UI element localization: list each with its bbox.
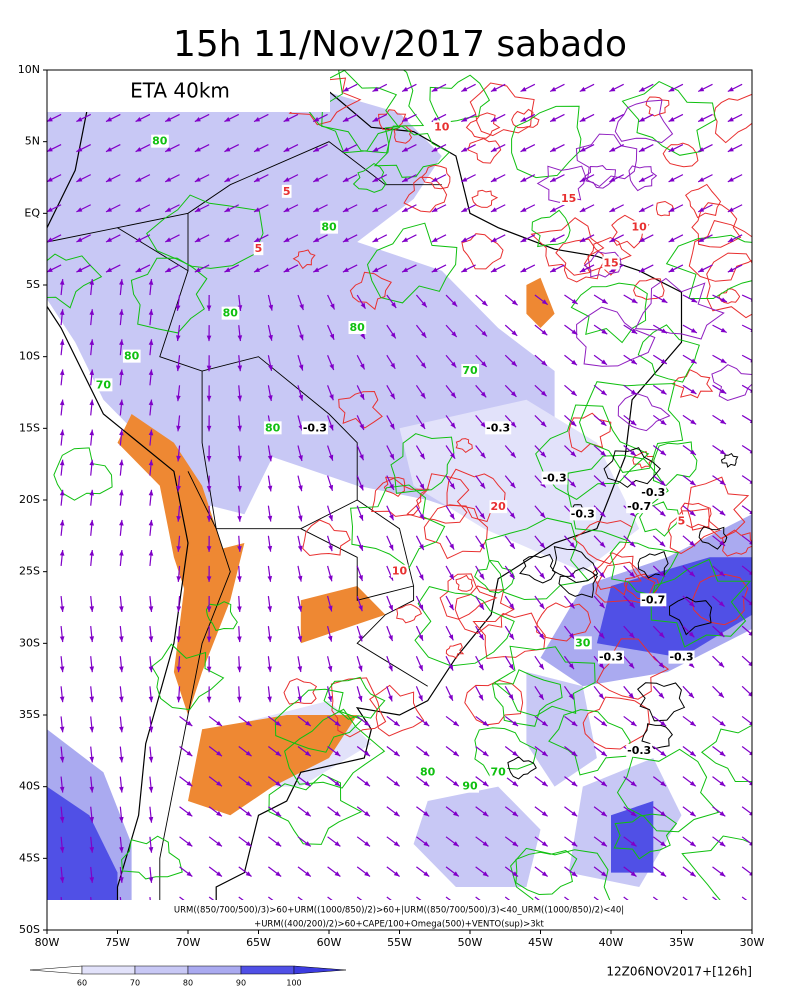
contour-label: 80 [265,421,281,434]
contour-label: 70 [491,765,507,778]
contour-label: 10 [434,120,450,133]
map-title: 15h 11/Nov/2017 sabado [173,24,627,65]
contour-label: -0.3 [599,651,623,664]
colorbar-label: 60 [77,979,87,988]
lon-label: 35W [669,936,694,949]
contour-label: -0.3 [486,421,510,434]
contour-label: -0.3 [641,486,665,499]
contour-label: 80 [223,307,239,320]
lat-label: 25S [19,565,40,578]
lon-label: 50W [458,936,483,949]
lat-label: 10N [18,63,40,76]
contour-label: 5 [283,185,291,198]
contour-label: 80 [152,135,168,148]
contour-label: 5 [255,242,263,255]
contour-label: 80 [124,350,140,363]
formula-line: URM((850/700/500)/3)>60+URM((1000/850)/2… [174,906,624,916]
lon-label: 40W [599,936,624,949]
contour-label: 20 [491,500,507,513]
contour-label: -0.7 [627,500,651,513]
lon-label: 75W [105,936,130,949]
lat-label: 30S [19,636,40,649]
lat-label: 40S [19,780,40,793]
contour-label: -0.3 [543,471,567,484]
lat-label: 20S [19,493,40,506]
contour-label: -0.7 [641,593,665,606]
lon-label: 70W [176,936,201,949]
run-label: 12Z06NOV2017+[126h] [606,965,752,979]
colorbar-segment [135,966,188,974]
colorbar-label: 100 [286,979,301,988]
lon-label: 45W [528,936,553,949]
contour-label: 70 [462,364,478,377]
lat-label: 10S [19,350,40,363]
contour-label: -0.3 [627,744,651,757]
lat-label: 35S [19,708,40,721]
contour-label: 15 [603,256,618,269]
contour-label: 80 [350,321,366,334]
colorbar-segment [241,966,294,974]
lat-label: 5N [25,135,40,148]
contour-label: 80 [420,765,436,778]
contour-label: 5 [678,514,686,527]
colorbar-label: 80 [183,979,193,988]
colorbar-segment [82,966,135,974]
contour-label: 10 [632,221,648,234]
lon-label: 60W [317,936,342,949]
contour-label: 15 [561,192,576,205]
colorbar-label: 90 [236,979,246,988]
colorbar-label: 70 [130,979,140,988]
contour-label: 70 [96,378,112,391]
lat-label: 15S [19,421,40,434]
lat-label: 45S [19,851,40,864]
model-label: ETA 40km [130,79,230,103]
colorbar-segment [188,966,241,974]
lon-label: 30W [740,936,765,949]
contour-label: -0.3 [571,507,595,520]
contour-label: 30 [575,636,591,649]
lon-label: 65W [246,936,271,949]
formula-line: +URM((400/200)/2)>60+CAPE/100+Omega(500)… [254,920,544,930]
contour-label: 90 [462,780,478,793]
lon-label: 55W [387,936,412,949]
lat-label: 50S [19,923,40,936]
contour-label: -0.3 [303,421,327,434]
contour-label: 10 [392,565,408,578]
lon-label: 80W [35,936,60,949]
lat-label: 5S [26,278,40,291]
contour-label: -0.3 [669,651,693,664]
lat-label: EQ [24,206,40,219]
contour-label: 80 [321,221,337,234]
